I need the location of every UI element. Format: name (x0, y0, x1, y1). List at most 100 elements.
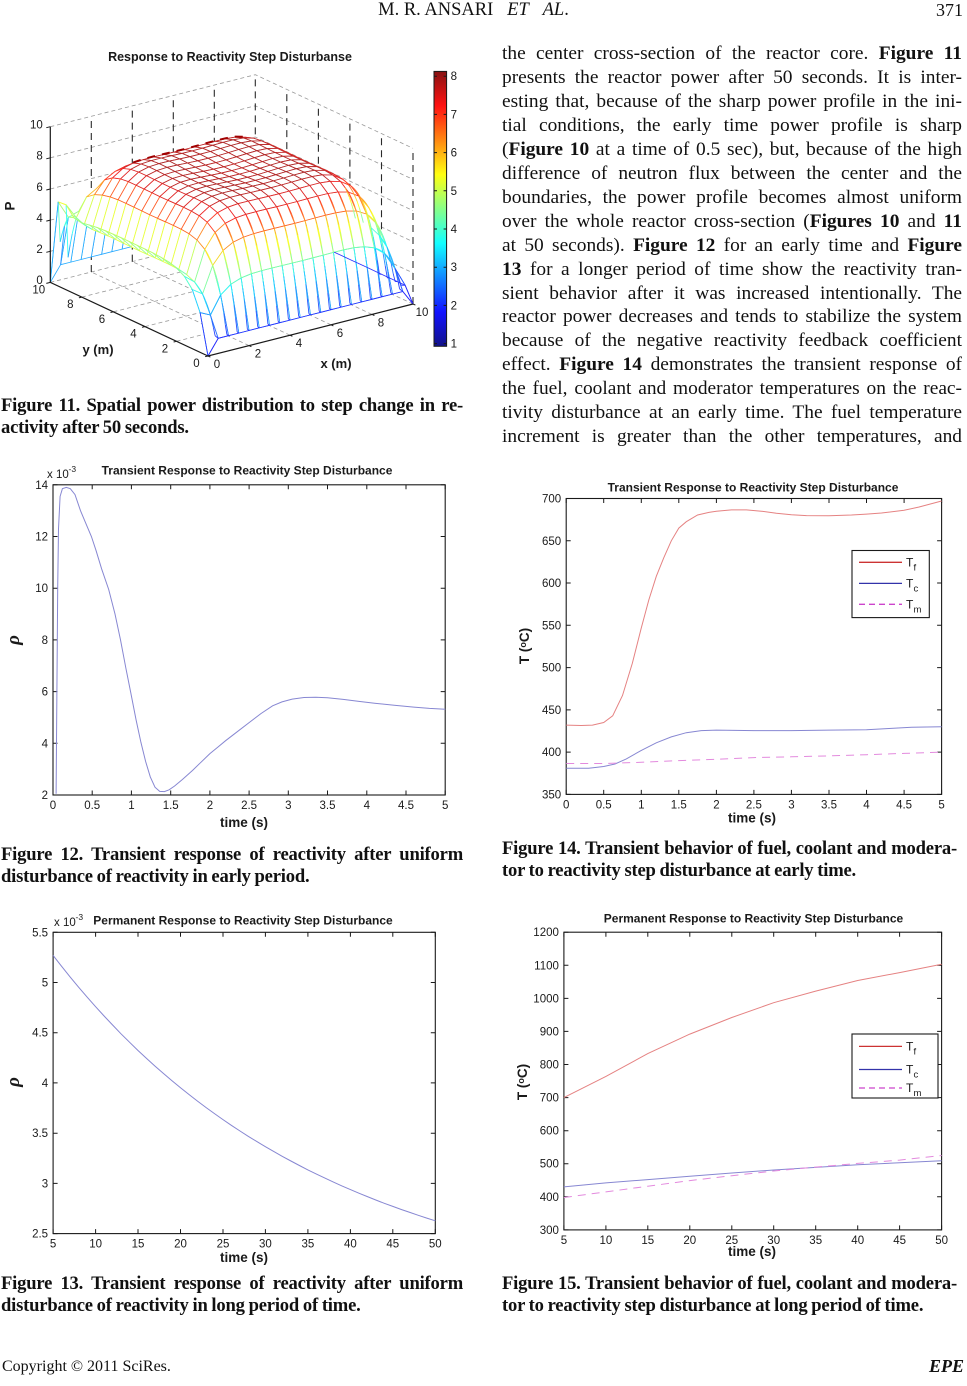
svg-text:Transient Response to Reactivi: Transient Response to Reactivity Step Di… (608, 481, 899, 495)
svg-text:50: 50 (935, 1235, 948, 1247)
svg-text:4: 4 (130, 329, 137, 341)
svg-text:20: 20 (683, 1235, 696, 1247)
svg-text:1.5: 1.5 (163, 800, 179, 812)
svg-text:x 10: x 10 (54, 917, 76, 929)
svg-text:3.5: 3.5 (32, 1128, 48, 1140)
svg-text:5: 5 (451, 186, 457, 198)
svg-text:time (s): time (s) (728, 811, 776, 826)
svg-text:25: 25 (217, 1239, 230, 1251)
svg-text:30: 30 (767, 1235, 780, 1247)
svg-text:30: 30 (259, 1239, 272, 1251)
svg-text:3: 3 (42, 1178, 48, 1190)
svg-text:4: 4 (364, 800, 371, 812)
svg-text:2: 2 (713, 799, 719, 811)
svg-text:c: c (914, 1070, 919, 1081)
svg-text:500: 500 (542, 663, 561, 675)
svg-text:600: 600 (542, 578, 561, 590)
svg-text:0: 0 (563, 799, 569, 811)
svg-text:4: 4 (42, 738, 49, 750)
svg-text:1200: 1200 (533, 927, 559, 939)
svg-text:m: m (914, 1088, 922, 1099)
svg-text:5: 5 (561, 1235, 567, 1247)
svg-text:T (oC): T (oC) (515, 1064, 530, 1100)
svg-text:0.5: 0.5 (84, 800, 100, 812)
svg-text:1: 1 (638, 799, 644, 811)
svg-text:650: 650 (542, 536, 561, 548)
svg-text:T: T (906, 1039, 914, 1053)
svg-text:Response to Reactivity Step Di: Response to Reactivity Step Disturbanse (108, 50, 352, 64)
svg-text:T: T (906, 1063, 914, 1077)
svg-text:40: 40 (851, 1235, 864, 1247)
svg-text:600: 600 (540, 1126, 559, 1138)
svg-text:T: T (906, 555, 914, 569)
svg-text:T: T (906, 1081, 914, 1095)
svg-text:400: 400 (542, 747, 561, 759)
svg-text:4: 4 (863, 799, 870, 811)
svg-text:4: 4 (42, 1078, 49, 1090)
svg-text:2: 2 (255, 349, 261, 361)
svg-text:3.5: 3.5 (320, 800, 336, 812)
svg-text:2.5: 2.5 (32, 1229, 48, 1241)
svg-text:c: c (914, 583, 919, 594)
svg-text:8: 8 (42, 635, 48, 647)
svg-text:35: 35 (809, 1235, 822, 1247)
svg-text:8: 8 (378, 317, 384, 329)
svg-text:10: 10 (416, 307, 429, 319)
svg-text:1.5: 1.5 (671, 799, 687, 811)
svg-text:3: 3 (451, 262, 457, 274)
svg-text:15: 15 (132, 1239, 145, 1251)
svg-text:700: 700 (542, 494, 561, 506)
svg-text:f: f (914, 562, 917, 573)
svg-text:T: T (906, 597, 914, 611)
svg-text:8: 8 (36, 151, 42, 163)
svg-text:45: 45 (386, 1239, 399, 1251)
svg-text:10: 10 (30, 120, 43, 132)
svg-text:700: 700 (540, 1093, 559, 1105)
svg-text:ρ: ρ (3, 635, 24, 646)
svg-text:x (m): x (m) (320, 356, 351, 371)
svg-text:2: 2 (36, 244, 42, 256)
svg-text:0: 0 (36, 275, 42, 287)
svg-text:10: 10 (600, 1235, 613, 1247)
svg-text:5: 5 (50, 1239, 56, 1251)
svg-text:time (s): time (s) (220, 815, 268, 830)
svg-text:8: 8 (451, 71, 457, 83)
svg-text:6: 6 (337, 328, 343, 340)
svg-text:12: 12 (35, 532, 48, 544)
svg-text:0: 0 (193, 358, 199, 370)
svg-text:2.5: 2.5 (241, 800, 257, 812)
svg-text:500: 500 (540, 1159, 559, 1171)
svg-text:time (s): time (s) (220, 1250, 268, 1265)
svg-text:7: 7 (451, 109, 457, 121)
svg-text:-3: -3 (69, 464, 77, 474)
svg-text:8: 8 (67, 299, 73, 311)
svg-text:2: 2 (42, 790, 48, 802)
svg-text:1: 1 (451, 339, 457, 351)
svg-text:4.5: 4.5 (32, 1028, 48, 1040)
svg-text:45: 45 (893, 1235, 906, 1247)
svg-text:2: 2 (162, 343, 168, 355)
svg-text:5: 5 (938, 799, 944, 811)
svg-text:900: 900 (540, 1026, 559, 1038)
svg-text:Permanent Response to Reactivi: Permanent Response to Reactivity Step Di… (93, 914, 393, 928)
svg-text:5.5: 5.5 (32, 927, 48, 939)
svg-text:5: 5 (442, 800, 448, 812)
svg-text:450: 450 (542, 705, 561, 717)
svg-text:4: 4 (451, 224, 458, 236)
svg-text:T (oC): T (oC) (517, 628, 532, 664)
svg-text:m: m (914, 604, 922, 615)
svg-text:5: 5 (42, 978, 48, 990)
svg-text:800: 800 (540, 1060, 559, 1072)
svg-text:15: 15 (641, 1235, 654, 1247)
svg-text:3.5: 3.5 (821, 799, 837, 811)
svg-text:Transient Response to Reactivi: Transient Response to Reactivity Step Di… (102, 464, 393, 478)
svg-text:1100: 1100 (534, 960, 559, 972)
svg-text:3: 3 (788, 799, 794, 811)
svg-text:400: 400 (540, 1192, 559, 1204)
svg-text:2.5: 2.5 (746, 799, 762, 811)
svg-text:1: 1 (128, 800, 134, 812)
svg-text:2: 2 (207, 800, 213, 812)
svg-text:3: 3 (285, 800, 291, 812)
svg-text:y (m): y (m) (82, 342, 113, 357)
svg-text:6: 6 (451, 148, 457, 160)
